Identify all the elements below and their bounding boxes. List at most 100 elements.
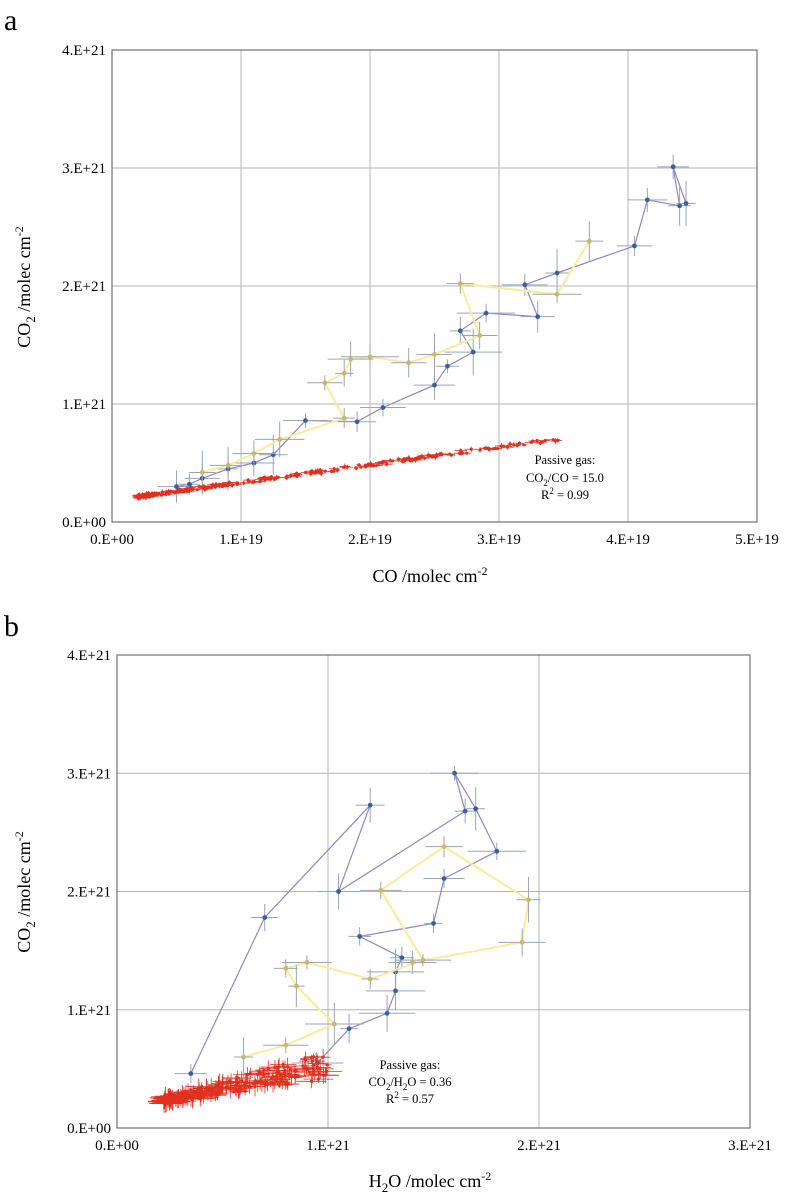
y-tick-label: 2.E+21 [67, 885, 111, 901]
data-point-blue [554, 270, 560, 276]
y-tick-label: 4.E+21 [67, 648, 111, 664]
data-point-red [277, 1065, 281, 1069]
data-point-red [221, 1081, 225, 1086]
data-point-yellow [477, 333, 483, 338]
data-point-red [303, 470, 308, 475]
data-point-red [184, 1097, 188, 1101]
data-point-red [329, 469, 333, 474]
data-point-red [439, 453, 444, 457]
data-point-blue [670, 164, 676, 170]
data-point-blue [535, 314, 541, 320]
data-point-yellow [406, 360, 412, 366]
data-point-red [382, 459, 386, 463]
x-tick-label: 3.E+19 [477, 532, 521, 548]
data-point-blue [432, 382, 437, 388]
x-tick-label: 2.E+21 [517, 1138, 561, 1154]
data-point-red [216, 483, 220, 487]
data-point-red [359, 465, 363, 469]
data-point-red [325, 1063, 329, 1067]
panel-label-b: b [4, 610, 19, 643]
data-point-red [155, 492, 159, 496]
data-point-red [209, 1094, 213, 1098]
data-point-yellow [410, 960, 415, 965]
data-point-red [201, 1095, 205, 1099]
data-point-red [195, 488, 199, 492]
data-point-yellow [199, 470, 205, 475]
data-point-red [303, 1066, 307, 1070]
data-point-red [512, 443, 516, 447]
data-point-yellow [586, 238, 592, 244]
data-point-red [138, 496, 142, 500]
data-point-yellow [304, 960, 310, 965]
data-point-blue [399, 955, 405, 961]
y-tick-label: 1.E+21 [62, 397, 106, 413]
svg-text:CO2/H2O = 0.36: CO2/H2O = 0.36 [368, 1075, 451, 1092]
svg-text:R2 = 0.57: R2 = 0.57 [386, 1090, 434, 1106]
plot-frame-b [116, 654, 751, 1129]
data-point-red [175, 489, 179, 494]
data-point-red [234, 1084, 238, 1088]
data-point-red [289, 1075, 294, 1079]
data-point-red [385, 462, 389, 466]
data-point-yellow [225, 462, 231, 468]
y-tick-label: 0.E+00 [67, 1121, 111, 1137]
data-point-blue [367, 802, 373, 808]
data-point-red [278, 1080, 282, 1084]
data-point-blue [473, 806, 479, 812]
data-point-red [332, 467, 336, 471]
data-point-red [220, 1085, 224, 1089]
y-tick-label: 3.E+21 [67, 766, 111, 782]
data-point-red [345, 465, 349, 469]
data-point-red [469, 447, 473, 451]
data-point-yellow [432, 352, 437, 357]
data-point-red [529, 440, 533, 444]
data-point-red [407, 457, 411, 461]
data-point-red [245, 1073, 250, 1077]
annotation-a: Passive gas: CO2/CO = 15.0 R2 = 0.99 [526, 453, 604, 502]
data-point-blue [174, 484, 179, 489]
data-point-red [309, 1079, 313, 1083]
data-point-red [196, 1088, 200, 1093]
data-point-red [535, 438, 539, 443]
data-point-yellow [519, 939, 525, 945]
x-tick-label: 0.E+00 [95, 1138, 139, 1154]
data-point-yellow [331, 1021, 337, 1027]
data-point-red [287, 1072, 291, 1076]
grid-a [112, 50, 757, 522]
data-point-red [315, 1062, 319, 1066]
data-point-red [169, 1095, 173, 1099]
panel-a: a 0.E+00 1.E+19 2.E+19 3.E+19 4.E+19 5.E+190.… [4, 4, 779, 586]
data-point-red [540, 440, 544, 444]
data-point-red [318, 469, 323, 473]
data-point-red [236, 1076, 240, 1080]
data-point-red [199, 1095, 203, 1099]
data-point-red [167, 1099, 171, 1103]
data-point-red [185, 488, 189, 492]
data-point-red [242, 481, 246, 485]
data-point-red [276, 475, 280, 479]
data-point-red [294, 1069, 298, 1073]
data-point-red [458, 451, 462, 455]
x-axis-label-b: H2O /molec cm-2 [369, 1169, 491, 1195]
data-point-red [311, 1055, 316, 1059]
data-point-red [543, 438, 547, 443]
data-point-red [262, 1073, 266, 1077]
data-point-red [184, 1090, 188, 1094]
data-point-red [417, 456, 421, 460]
x-tick-label: 2.E+19 [348, 532, 392, 548]
data-point-blue [683, 201, 689, 206]
data-point-red [199, 1091, 203, 1095]
data-point-red [230, 483, 234, 487]
data-point-blue [354, 419, 360, 425]
data-point-red [374, 463, 378, 468]
data-point-red [478, 448, 482, 452]
annotation-b: Passive gas: CO2/H2O = 0.36 R2 = 0.57 [368, 1058, 451, 1106]
data-point-blue [262, 915, 268, 920]
data-point-yellow [277, 437, 283, 442]
data-point-yellow [348, 356, 354, 362]
data-point-blue [494, 848, 500, 854]
data-point-red [517, 441, 522, 445]
data-point-red [491, 447, 495, 451]
data-point-red [201, 485, 205, 489]
